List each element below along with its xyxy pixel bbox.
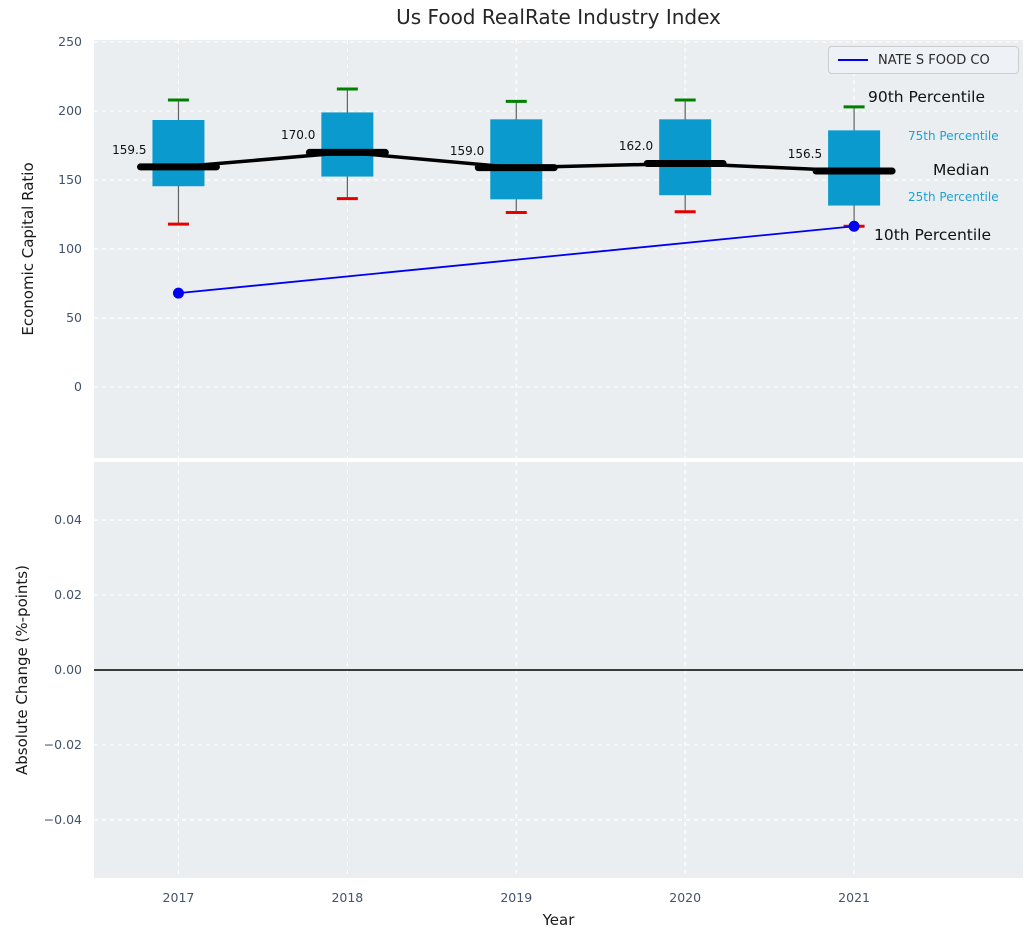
median-value-2020: 162.0 <box>618 139 654 154</box>
median-value-2021: 156.5 <box>787 147 823 162</box>
ytick-top-100: 100 <box>58 241 82 256</box>
median-label: Median <box>933 161 990 179</box>
ytick-bottom-0.00: 0.00 <box>54 662 82 677</box>
percentile-90-label: 90th Percentile <box>868 88 986 106</box>
legend: NATE S FOOD CO <box>828 46 1019 74</box>
xtick-2020: 2020 <box>669 890 702 905</box>
ytick-bottom-0.02: 0.02 <box>54 587 82 603</box>
xtick-2018: 2018 <box>331 890 364 905</box>
xtick-2019: 2019 <box>500 890 533 905</box>
percentile-75-label: 75th Percentile <box>908 129 999 143</box>
median-value-2017: 159.5 <box>112 142 147 157</box>
x-axis-label: Year <box>542 911 575 929</box>
legend-line-swatch <box>838 59 868 61</box>
percentile-10-label: 10th Percentile <box>874 226 992 244</box>
median-value-2019: 159.0 <box>449 143 485 158</box>
ytick-bottom-0.04: 0.04 <box>54 512 82 528</box>
bottom-plot-background <box>94 462 1023 878</box>
median-value-2018: 170.0 <box>281 128 316 143</box>
ytick-top-50: 50 <box>66 309 82 325</box>
chart-title: Us Food RealRate Industry Index <box>396 5 721 29</box>
ytick-top-250: 250 <box>58 34 82 50</box>
ytick-bottom-−0.02: −0.02 <box>43 736 82 752</box>
legend-series-label: NATE S FOOD CO <box>878 52 990 68</box>
ytick-bottom-−0.04: −0.04 <box>43 811 82 827</box>
xtick-2021: 2021 <box>838 890 870 905</box>
ytick-top-150: 150 <box>58 172 82 188</box>
ytick-top-0: 0 <box>74 378 82 394</box>
ytick-top-200: 200 <box>58 103 82 119</box>
percentile-25-label: 25th Percentile <box>908 190 999 204</box>
xtick-2017: 2017 <box>162 890 195 905</box>
